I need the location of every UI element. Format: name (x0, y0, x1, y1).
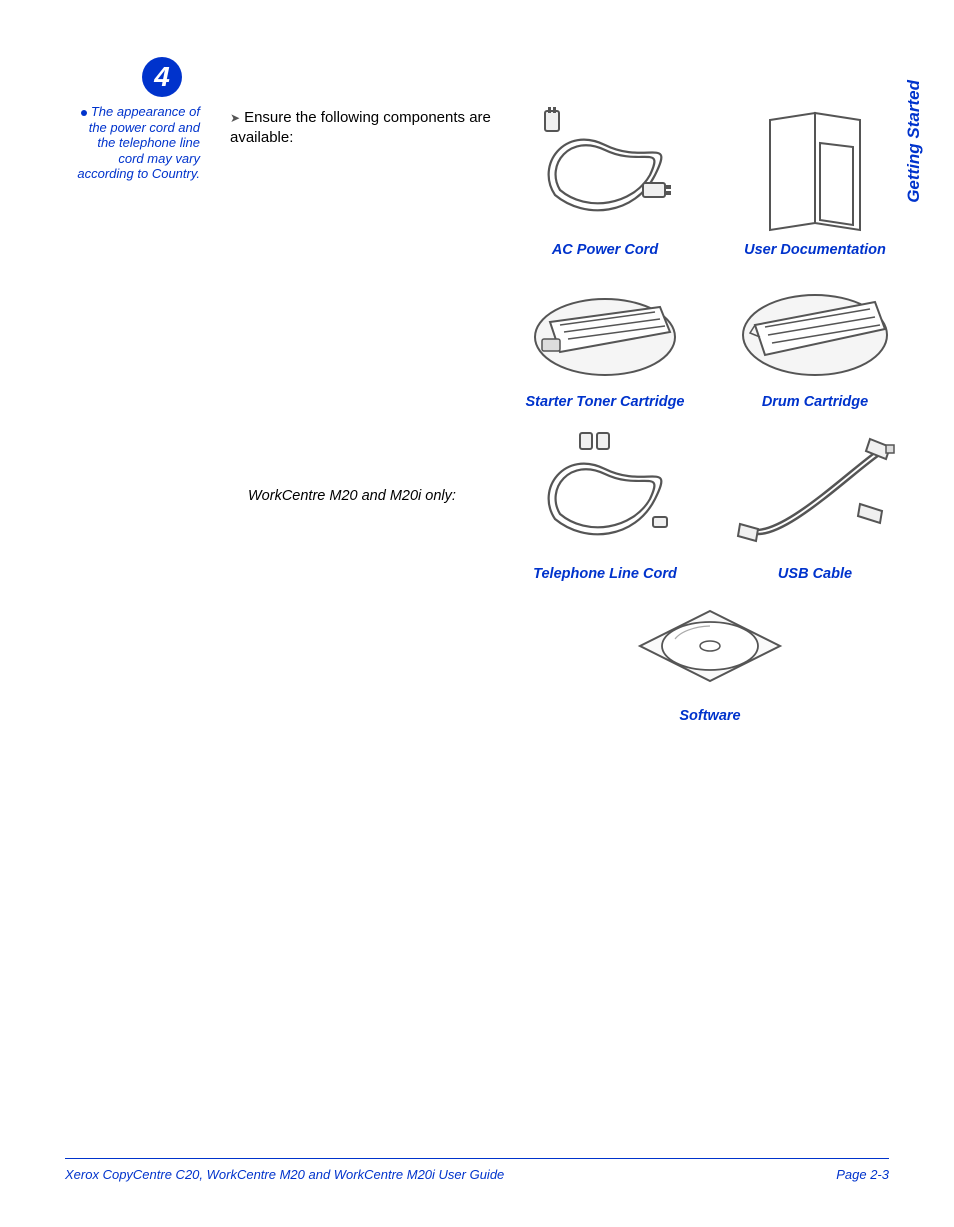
component-row: Software (510, 601, 910, 725)
footer-left: Xerox CopyCentre C20, WorkCentre M20 and… (65, 1167, 504, 1182)
instruction-label: Ensure the following components are avai… (230, 109, 491, 146)
documentation-icon (745, 105, 885, 235)
sidebar-note: The appearance of the power cord and the… (70, 104, 200, 182)
software-cd-icon (630, 601, 790, 701)
component-phone: Telephone Line Cord (510, 429, 700, 583)
component-toner: Starter Toner Cartridge (510, 277, 700, 411)
drum-icon (730, 277, 900, 387)
caption: AC Power Cord (510, 241, 700, 259)
component-software: Software (615, 601, 805, 725)
caption: USB Cable (720, 565, 910, 583)
instruction-text: ➤Ensure the following components are ava… (230, 108, 510, 149)
phone-cord-icon (525, 429, 685, 559)
footer-right: Page 2-3 (836, 1167, 889, 1182)
svg-text:4: 4 (153, 61, 170, 92)
arrow-icon: ➤ (230, 111, 240, 125)
caption: Software (615, 707, 805, 725)
footer-divider (65, 1158, 889, 1159)
component-row: Starter Toner Cartridge Drum Cartridge (510, 277, 910, 411)
component-usb: USB Cable (720, 429, 910, 583)
subnote: WorkCentre M20 and M20i only: (248, 488, 456, 504)
component-row: Telephone Line Cord USB Cable (510, 429, 910, 583)
caption: User Documentation (720, 241, 910, 259)
sidebar-note-text: The appearance of the power cord and the… (77, 104, 200, 181)
component-user-doc: User Documentation (720, 105, 910, 259)
page-footer: Xerox CopyCentre C20, WorkCentre M20 and… (65, 1158, 889, 1182)
bullet-icon (81, 110, 87, 116)
step-badge: 4 (140, 55, 184, 99)
caption: Drum Cartridge (720, 393, 910, 411)
caption: Starter Toner Cartridge (510, 393, 700, 411)
component-row: AC Power Cord User Documentation (510, 105, 910, 259)
document-page: 4 The appearance of the power cord and t… (0, 0, 954, 1227)
component-ac-power: AC Power Cord (510, 105, 700, 259)
caption: Telephone Line Cord (510, 565, 700, 583)
component-drum: Drum Cartridge (720, 277, 910, 411)
toner-icon (520, 277, 690, 387)
usb-cable-icon (730, 429, 900, 559)
components-grid: AC Power Cord User Documentation (510, 105, 910, 744)
power-cord-icon (525, 105, 685, 235)
